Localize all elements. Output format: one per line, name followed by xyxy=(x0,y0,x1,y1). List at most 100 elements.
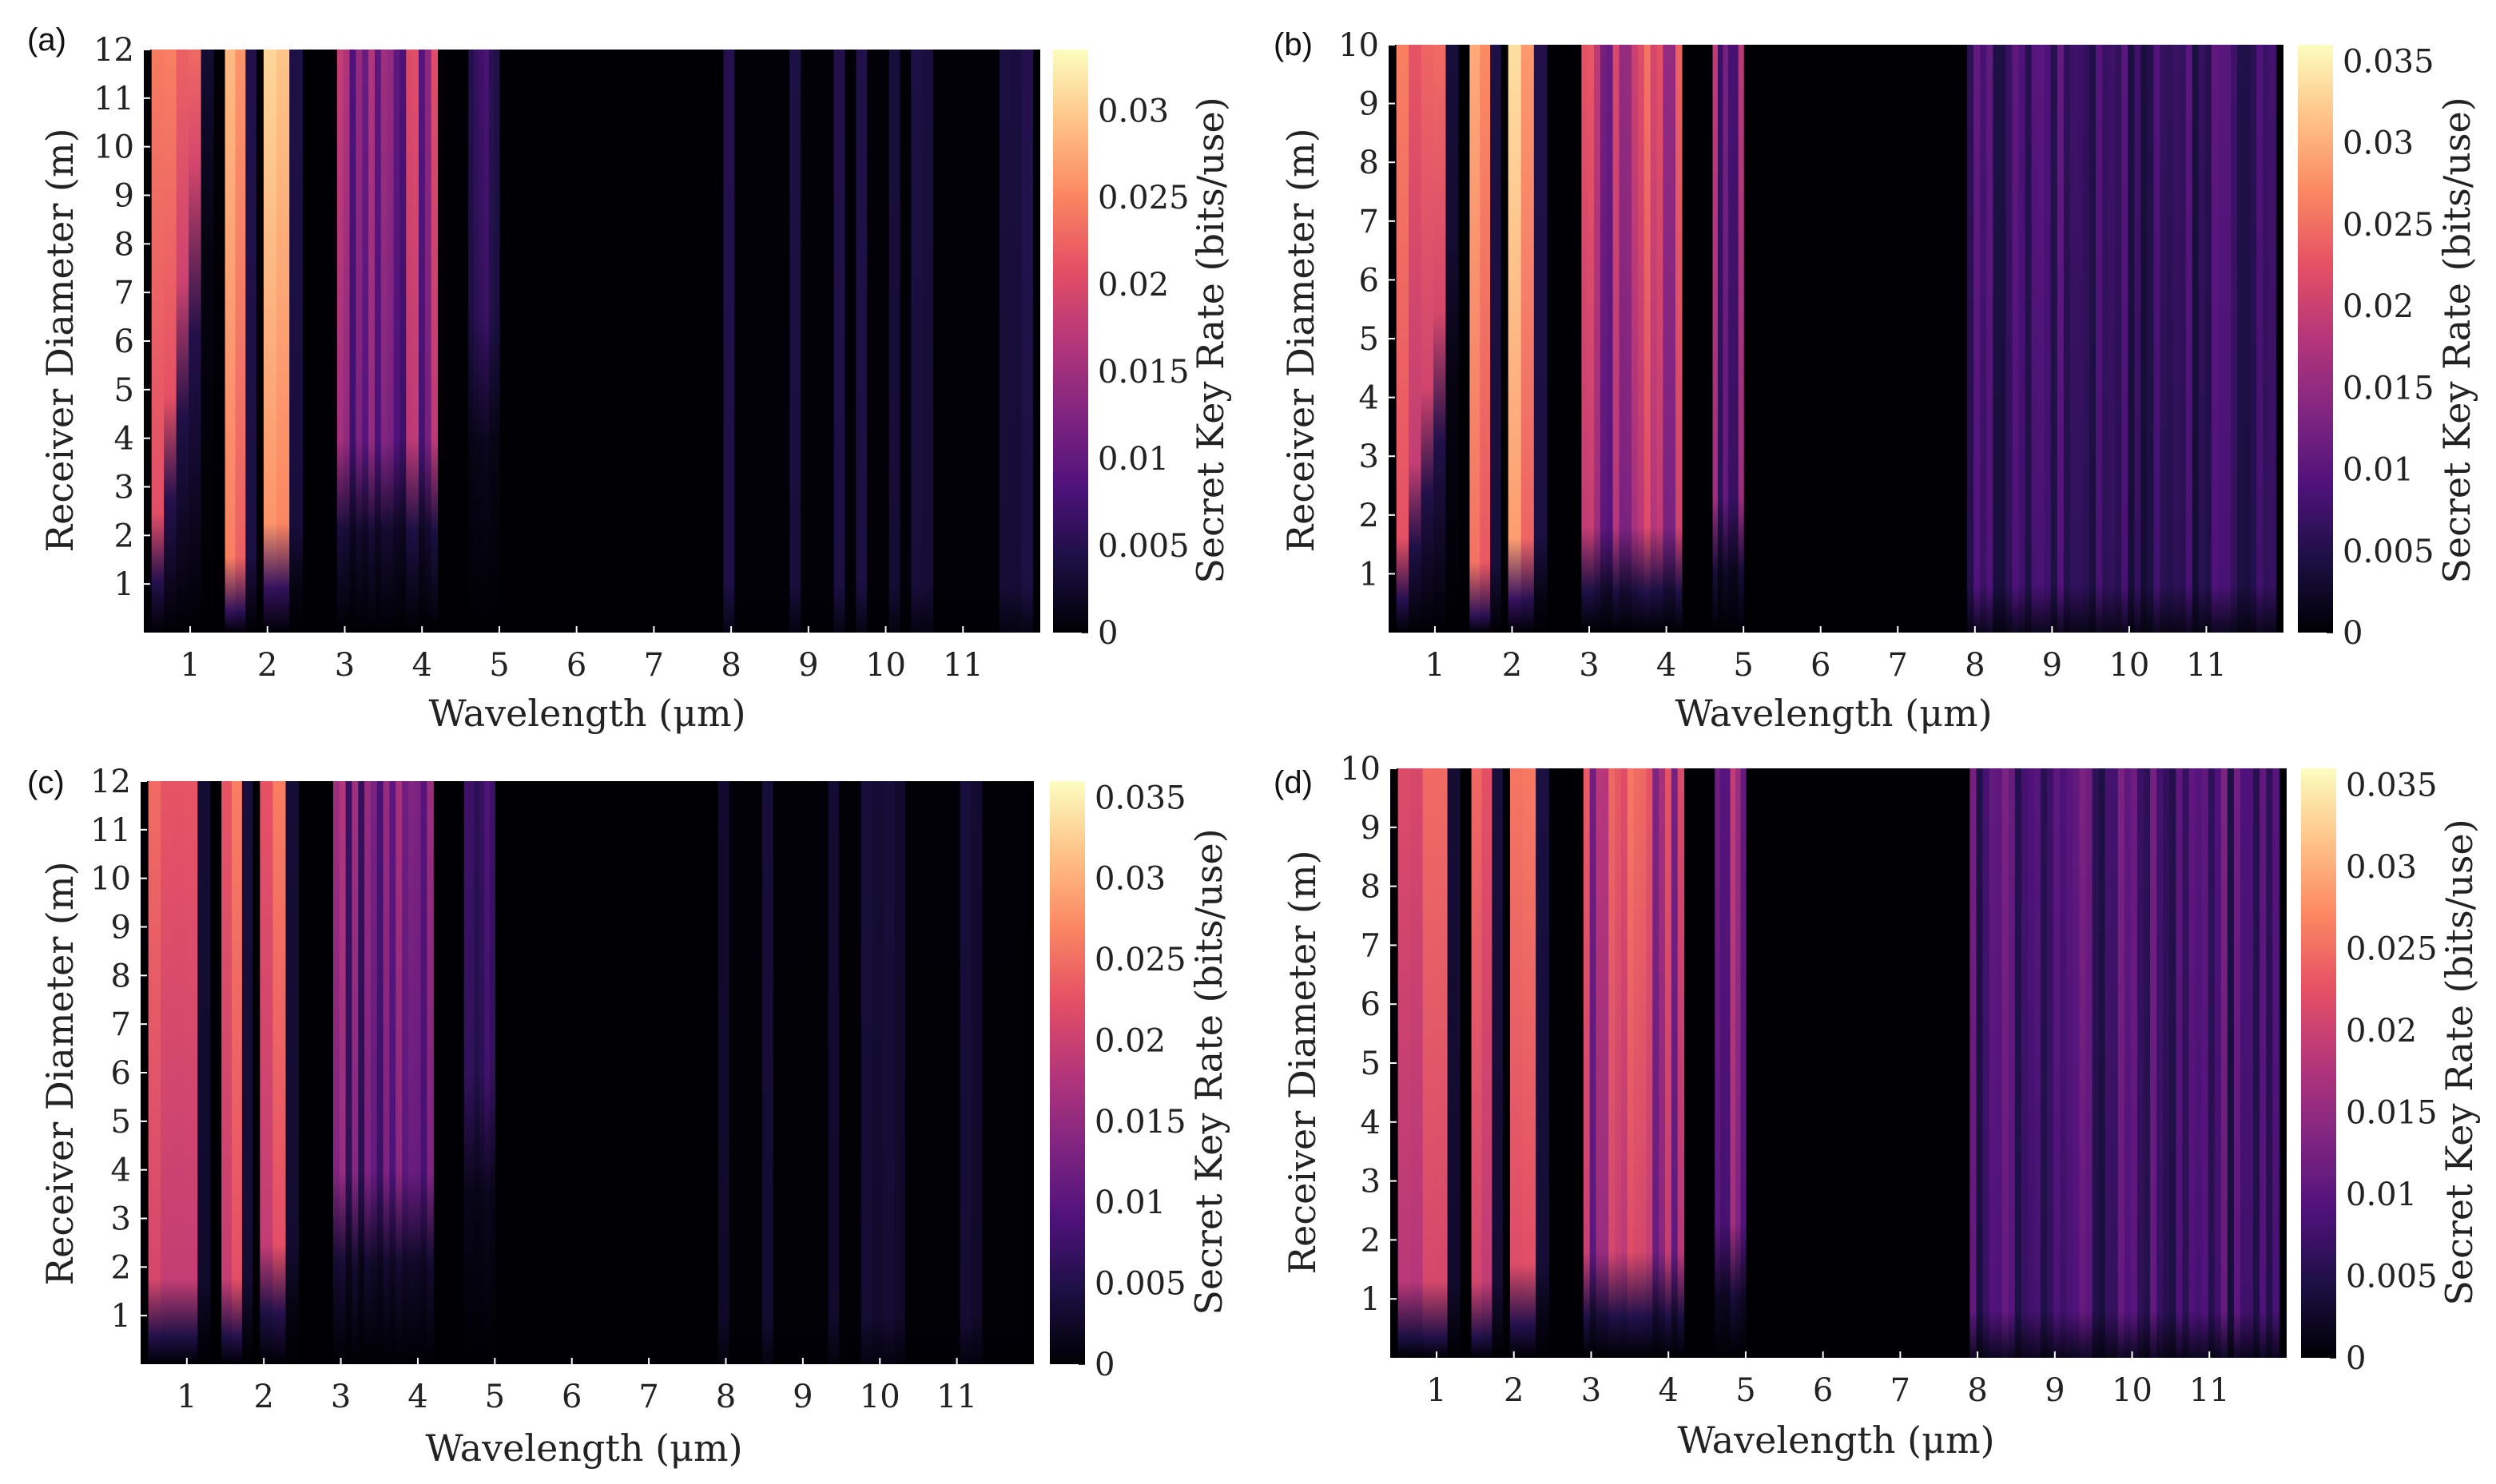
stripe xyxy=(2163,768,2170,1358)
y-tick-label: 12 xyxy=(90,764,131,800)
stripe xyxy=(431,50,439,633)
colorbar-tick-label: 0.015 xyxy=(1095,1104,1186,1141)
stripe xyxy=(1625,45,1632,633)
stripe xyxy=(1986,45,1993,633)
stripe xyxy=(364,781,372,1364)
x-tick-label: 8 xyxy=(1965,647,1985,684)
stripe xyxy=(971,781,983,1364)
x-tick-label: 2 xyxy=(1504,1372,1524,1409)
stripe xyxy=(2204,45,2212,633)
y-tick-label: 9 xyxy=(111,910,131,946)
colorbar-label-d: Secret Key Rate (bits/use) xyxy=(2438,819,2481,1306)
stripe xyxy=(2096,45,2103,633)
y-axis-label-d: Receiver Diameter (m) xyxy=(1281,850,1324,1275)
stripe xyxy=(1410,768,1424,1358)
stripe xyxy=(955,50,968,633)
x-tick-label: 11 xyxy=(943,647,984,684)
stripe xyxy=(370,781,378,1364)
colorbar-tick-label: 0.01 xyxy=(1095,1184,1166,1221)
y-tick-label: 5 xyxy=(111,1104,131,1141)
x-tick-label: 4 xyxy=(1656,647,1676,684)
x-tick-label: 5 xyxy=(489,647,509,684)
y-tick-label: 3 xyxy=(1361,1164,1381,1200)
stripe xyxy=(2018,45,2026,633)
stripe xyxy=(1675,45,1683,633)
stripe xyxy=(2102,45,2109,633)
stripe xyxy=(1639,768,1647,1358)
stripe xyxy=(1594,45,1601,633)
stripe xyxy=(173,781,186,1364)
stripe xyxy=(2089,45,2097,633)
stripe xyxy=(484,781,491,1364)
stripe xyxy=(1421,45,1434,633)
stripe xyxy=(2227,768,2235,1358)
stripe xyxy=(1596,768,1603,1358)
stripe xyxy=(420,781,428,1364)
stripe xyxy=(197,781,211,1364)
stripe xyxy=(387,50,395,633)
stripe xyxy=(1588,45,1595,633)
stripe xyxy=(2233,768,2241,1358)
stripe xyxy=(376,781,384,1364)
stripe xyxy=(332,781,340,1364)
stripe xyxy=(2188,768,2196,1358)
colorbar-tick-label: 0.02 xyxy=(1095,1022,1166,1059)
y-tick-label: 7 xyxy=(114,275,134,311)
colorbar-tick-label: 0.005 xyxy=(1098,528,1190,565)
stripe xyxy=(2066,768,2073,1358)
x-axis-label-b: Wavelength (μm) xyxy=(1675,692,1993,735)
stripe xyxy=(1976,768,1984,1358)
x-tick-label: 6 xyxy=(1810,647,1830,684)
stripe xyxy=(1445,45,1459,633)
colorbar-tick-label: 0.035 xyxy=(1095,780,1186,816)
y-tick-label: 9 xyxy=(1361,810,1381,847)
stripe xyxy=(1969,768,1977,1358)
stripe xyxy=(2134,45,2141,633)
stripe xyxy=(2250,45,2257,633)
stripe xyxy=(2044,45,2052,633)
stripe xyxy=(148,781,161,1364)
y-tick-label: 11 xyxy=(93,81,134,117)
stripe xyxy=(473,50,479,633)
stripe xyxy=(2237,45,2244,633)
stripe xyxy=(1637,45,1645,633)
stripe xyxy=(2153,45,2161,633)
stripe xyxy=(927,781,939,1364)
stripe xyxy=(2140,45,2148,633)
y-tick-label: 4 xyxy=(1361,1105,1381,1141)
stripe xyxy=(773,781,785,1364)
stripe xyxy=(850,781,862,1364)
stripe xyxy=(1508,45,1522,633)
stripe xyxy=(883,781,895,1364)
stripe xyxy=(789,50,801,633)
stripe xyxy=(1536,768,1549,1358)
colorbar-tick-label: 0.015 xyxy=(1098,354,1190,391)
stripe xyxy=(1632,45,1639,633)
x-tick-label: 6 xyxy=(566,647,586,684)
y-tick-label: 2 xyxy=(1359,498,1379,534)
colorbar-tick-label: 0.02 xyxy=(1098,267,1169,304)
stripe xyxy=(380,50,388,633)
stripe xyxy=(911,50,923,633)
stripe xyxy=(201,50,214,633)
stripe xyxy=(2172,45,2180,633)
stripe xyxy=(2105,768,2112,1358)
stripe xyxy=(2240,768,2248,1358)
stripe xyxy=(2147,45,2155,633)
stripe xyxy=(767,50,780,633)
stripe xyxy=(2224,45,2232,633)
stripe xyxy=(2034,768,2041,1358)
stripe xyxy=(336,50,344,633)
stripe xyxy=(2014,768,2022,1358)
y-tick-label: 8 xyxy=(114,226,134,263)
stripe xyxy=(2027,768,2035,1358)
stripe xyxy=(1650,45,1658,633)
stripe xyxy=(1727,45,1734,633)
y-tick-label: 10 xyxy=(1338,27,1379,64)
stripe xyxy=(2266,768,2273,1358)
band-a-2 xyxy=(263,50,303,633)
y-tick-label: 5 xyxy=(1361,1046,1381,1082)
band-c-1 xyxy=(221,781,253,1364)
stripe xyxy=(932,50,945,633)
